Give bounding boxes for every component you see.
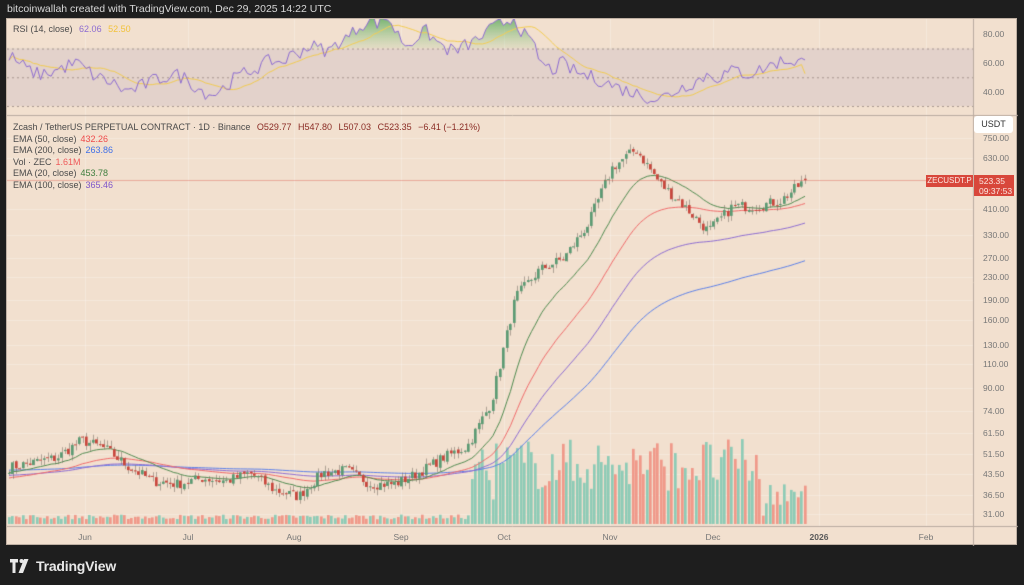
- time-axis-label: Nov: [602, 532, 618, 542]
- price-axis-tick: 270.00: [983, 253, 1009, 264]
- price-axis-tick: 110.00: [983, 359, 1009, 370]
- time-axis-label: Jul: [182, 532, 194, 542]
- indicator-row-ema100[interactable]: EMA (100, close) 365.46: [13, 179, 114, 190]
- last-price-tag: 523.35 09:37:53: [974, 174, 1014, 196]
- rsi-ma-value: 52.50: [108, 24, 131, 34]
- symbol-title[interactable]: Zcash / TetherUS PERPETUAL CONTRACT · 1D…: [13, 122, 251, 132]
- brand-name: TradingView: [36, 558, 117, 574]
- ohlc-close: C523.35: [377, 122, 412, 132]
- credit-header: bitcoinwallah created with TradingView.c…: [7, 3, 332, 15]
- price-axis-tick: 330.00: [983, 229, 1009, 240]
- price-axis-tick: 43.50: [983, 469, 1005, 480]
- symbol-row: Zcash / TetherUS PERPETUAL CONTRACT · 1D…: [13, 122, 480, 134]
- time-axis-label: Aug: [286, 532, 302, 542]
- price-axis-tick: 36.50: [983, 489, 1005, 500]
- time-axis-label: Sep: [393, 532, 409, 542]
- price-axis-tick: 630.00: [983, 153, 1009, 164]
- indicator-row-ema200[interactable]: EMA (200, close) 263.86: [13, 145, 114, 155]
- rsi-axis-tick: 40.00: [983, 86, 1005, 97]
- bar-countdown: 09:37:53: [979, 185, 1013, 196]
- chart-canvas[interactable]: [7, 19, 1018, 546]
- time-axis-label: 2026: [809, 532, 829, 542]
- price-axis-tick: 230.00: [983, 272, 1009, 283]
- last-price-symbol-tag: ZECUSDT.P: [926, 174, 973, 187]
- price-axis-tick: 410.00: [983, 203, 1009, 214]
- price-axis-tick: 61.50: [983, 428, 1005, 439]
- ohlc-open: O529.77: [256, 122, 292, 132]
- indicator-row-volume[interactable]: Vol · ZEC 1.61M: [13, 156, 81, 167]
- price-axis-tick: 51.50: [983, 449, 1005, 460]
- main-legend: Zcash / TetherUS PERPETUAL CONTRACT · 1D…: [13, 122, 480, 191]
- ohlc-low: L507.03: [338, 122, 372, 132]
- time-axis-label: Jun: [78, 532, 92, 542]
- indicator-row-ema50[interactable]: EMA (50, close) 432.26: [13, 133, 109, 144]
- rsi-value: 62.06: [79, 24, 102, 34]
- price-axis-tick: 31.00: [983, 509, 1005, 520]
- price-axis-tick: 90.00: [983, 383, 1005, 394]
- tradingview-logo-icon: [10, 559, 29, 573]
- rsi-axis-tick: 60.00: [983, 57, 1005, 68]
- price-axis-tick: 130.00: [983, 339, 1009, 350]
- price-axis-tick: 190.00: [983, 294, 1009, 305]
- time-axis-label: Dec: [705, 532, 721, 542]
- ohlc-change: −6.41 (−1.21%): [418, 122, 481, 132]
- chart-frame[interactable]: RSI (14, close) 62.06 52.50 Zcash / Teth…: [6, 18, 1018, 546]
- rsi-axis-tick: 80.00: [983, 29, 1005, 40]
- ohlc-high: H547.80: [297, 122, 332, 132]
- time-axis-label: Feb: [918, 532, 934, 542]
- price-axis-tick: 74.00: [983, 406, 1005, 417]
- time-axis-label: Oct: [497, 532, 511, 542]
- currency-button[interactable]: USDT: [974, 116, 1013, 133]
- last-price: 523.35: [979, 175, 1005, 186]
- price-axis-tick: 750.00: [983, 132, 1009, 143]
- rsi-legend: RSI (14, close) 62.06 52.50: [13, 24, 131, 36]
- indicator-row-ema20[interactable]: EMA (20, close) 453.78: [13, 168, 109, 178]
- footer-brand: TradingView: [10, 556, 116, 576]
- price-axis-tick: 160.00: [983, 315, 1009, 326]
- rsi-label: RSI (14, close): [13, 24, 73, 34]
